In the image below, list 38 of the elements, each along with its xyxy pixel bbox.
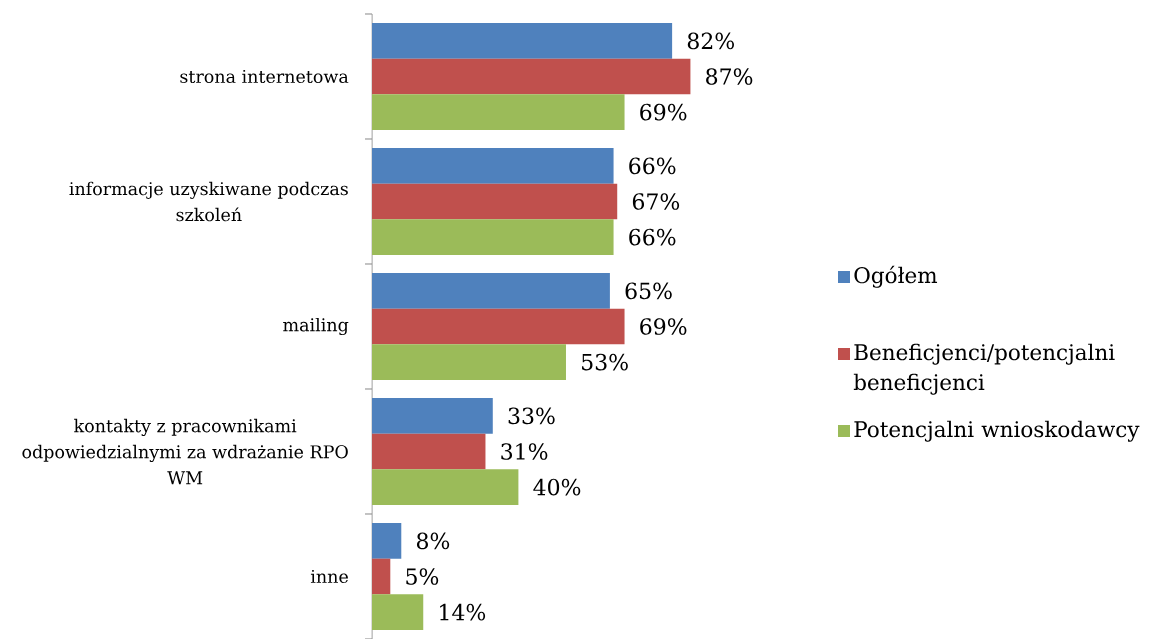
legend-label: Ogółem [854, 265, 938, 288]
data-label: 69% [640, 103, 687, 121]
data-label: 33% [508, 407, 555, 425]
y-tick-label: mailing [283, 317, 349, 336]
data-label: 5% [406, 568, 439, 585]
y-tick-label: inne [310, 569, 348, 584]
data-label: 8% [416, 532, 450, 550]
bar [372, 23, 673, 59]
bar [372, 433, 486, 470]
bar [372, 183, 618, 220]
y-tick-label: strona internetowa [180, 69, 349, 84]
data-label: 87% [706, 68, 753, 85]
bar [372, 398, 493, 434]
bar [372, 469, 519, 505]
data-label: 66% [629, 157, 676, 175]
data-label: 40% [533, 478, 581, 496]
bar [372, 594, 424, 630]
data-label: 14% [440, 603, 486, 621]
data-label: 53% [582, 353, 628, 371]
bar [372, 94, 625, 130]
bar [372, 344, 566, 380]
y-tick-label: informacje uzyskiwane podczas szkoleń [69, 181, 348, 222]
data-label: 69% [640, 318, 687, 335]
data-label: 66% [629, 228, 676, 246]
bar [372, 273, 610, 309]
data-label: 65% [625, 282, 672, 300]
bar [372, 219, 614, 255]
bar [372, 148, 614, 184]
y-tick-label: kontakty z pracownikami odpowiedzialnymi za wdrażanie RPO WM [22, 418, 348, 485]
data-label: 31% [501, 443, 548, 460]
legend-label: Potencjalni wnioskodawcy [854, 420, 1140, 442]
bar [372, 523, 402, 559]
bar [372, 58, 691, 95]
legend-label: Beneficjenci/potencjalni beneficjenci [853, 343, 1115, 395]
bar [372, 308, 625, 345]
bar [372, 558, 391, 595]
data-label: 82% [687, 32, 734, 50]
data-label: 67% [632, 193, 680, 210]
